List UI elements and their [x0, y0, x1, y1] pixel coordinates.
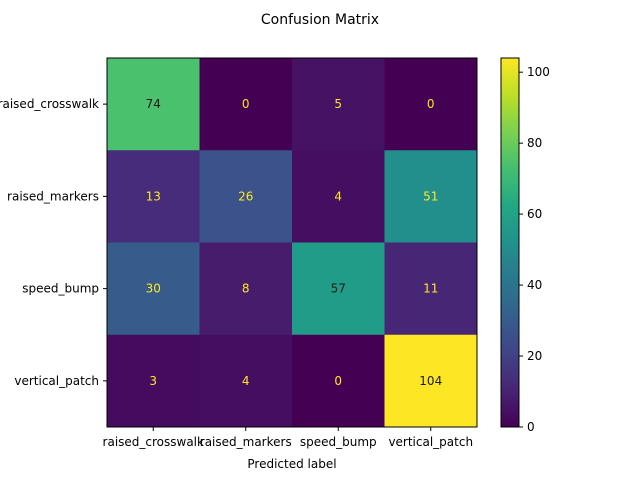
matrix-cell-2-3 — [384, 242, 478, 336]
cell-value-1-1: 26 — [238, 189, 253, 203]
colorbar-tick-label-4: 80 — [527, 136, 542, 150]
matrix-cell-3-3 — [384, 334, 478, 428]
cell-value-2-0: 30 — [146, 282, 161, 296]
x-tick-label-3: vertical_patch — [388, 435, 473, 449]
cell-value-2-1: 8 — [242, 282, 250, 296]
y-tick-label-1: raised_markers — [7, 189, 99, 203]
matrix-cell-1-3 — [384, 150, 478, 243]
matrix-cell-1-1 — [199, 150, 293, 243]
cell-value-1-2: 4 — [334, 189, 342, 203]
matrix-cell-0-1 — [199, 58, 293, 151]
matrix-cell-1-0 — [107, 150, 200, 243]
cell-value-2-2: 57 — [331, 282, 346, 296]
y-axis-ticks: raised_crosswalk raised_markers speed_bump… — [0, 97, 107, 388]
y-tick-label-3: vertical_patch — [14, 374, 99, 388]
cell-value-1-0: 13 — [146, 189, 161, 203]
colorbar — [500, 57, 520, 428]
colorbar-tick-label-0: 0 — [527, 420, 535, 434]
x-tick-label-0: raised_crosswalk — [103, 435, 204, 449]
matrix-cell-3-0 — [107, 334, 200, 428]
matrix-cell-0-2 — [292, 58, 385, 151]
y-tick-label-2: speed_bump — [22, 282, 99, 296]
matrix-cell-2-1 — [199, 242, 293, 336]
cell-value-labels: 74 0 5 0 13 26 4 51 30 8 57 11 3 4 0 104 — [146, 97, 443, 388]
matrix-cell-1-2 — [292, 150, 385, 243]
matrix-cell-0-3 — [384, 58, 478, 151]
matrix-cell-2-0 — [107, 242, 200, 336]
colorbar-tick-label-1: 20 — [527, 349, 542, 363]
cell-value-3-1: 4 — [242, 374, 250, 388]
cell-value-3-3: 104 — [419, 374, 442, 388]
cell-value-0-3: 0 — [427, 97, 435, 111]
x-tick-label-2: speed_bump — [300, 435, 377, 449]
colorbar-ticks: 0 20 40 60 80 100 — [519, 65, 550, 434]
chart-title: Confusion Matrix — [261, 12, 379, 28]
matrix-cell-3-1 — [199, 334, 293, 428]
cell-value-2-3: 11 — [423, 282, 438, 296]
cell-value-1-3: 51 — [423, 189, 438, 203]
plot-frame — [106, 57, 478, 428]
colorbar-tick-label-5: 100 — [527, 65, 550, 79]
matrix-cell-0-0 — [107, 58, 200, 151]
cell-value-3-2: 0 — [334, 374, 342, 388]
cell-value-0-2: 5 — [334, 97, 342, 111]
x-axis-label: Predicted label — [247, 457, 336, 471]
matrix-cell-3-2 — [292, 334, 385, 428]
colorbar-tick-label-3: 60 — [527, 207, 542, 221]
cell-value-3-0: 3 — [149, 374, 157, 388]
cell-value-0-0: 74 — [146, 97, 161, 111]
cell-value-0-1: 0 — [242, 97, 250, 111]
y-tick-label-0: raised_crosswalk — [0, 97, 99, 111]
matrix-cells — [107, 58, 478, 428]
matrix-cell-2-2 — [292, 242, 385, 336]
x-tick-label-1: raised_markers — [200, 435, 292, 449]
colorbar-tick-label-2: 40 — [527, 278, 542, 292]
